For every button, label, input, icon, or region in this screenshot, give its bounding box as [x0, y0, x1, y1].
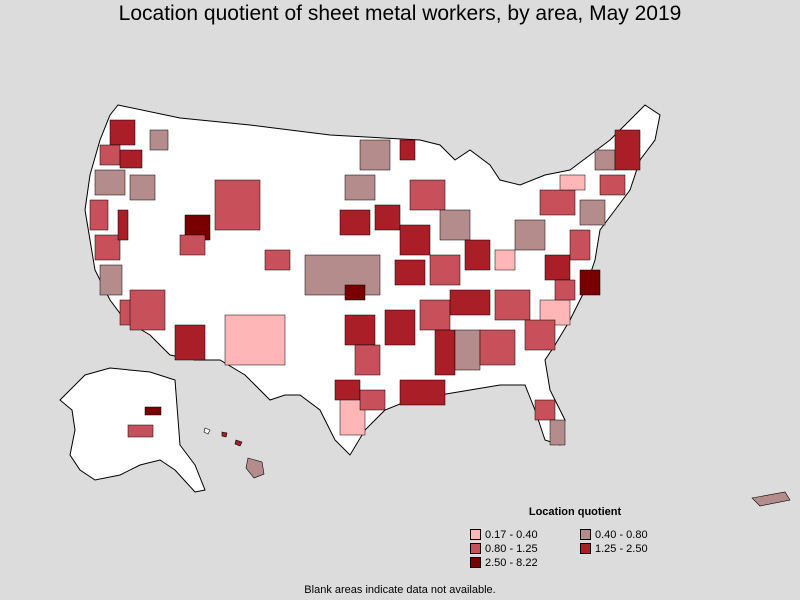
- puerto-rico-outline: [751, 491, 791, 507]
- legend-title: Location quotient: [528, 506, 622, 518]
- legend-item-1: 0.40 - 0.80: [580, 528, 680, 541]
- legend-swatch: [580, 529, 591, 540]
- legend: Location quotient 0.17 - 0.40 0.40 - 0.8…: [470, 506, 680, 569]
- area-regions: [89, 119, 641, 446]
- footnote: Blank areas indicate data not available.: [304, 584, 496, 596]
- legend-swatch: [470, 529, 481, 540]
- legend-label: 0.40 - 0.80: [595, 528, 648, 541]
- legend-label: 1.25 - 2.50: [595, 542, 648, 555]
- legend-swatch: [470, 543, 481, 554]
- legend-item-0: 0.17 - 0.40: [470, 528, 580, 541]
- legend-label: 0.17 - 0.40: [485, 528, 538, 541]
- legend-item-3: 1.25 - 2.50: [580, 542, 680, 555]
- legend-item-4: 2.50 - 8.22: [470, 556, 580, 569]
- hawaii-islands: [203, 427, 265, 479]
- map-title: Location quotient of sheet metal workers…: [118, 2, 682, 25]
- legend-label: 2.50 - 8.22: [485, 556, 538, 569]
- legend-swatch: [470, 557, 481, 568]
- legend-swatch: [580, 543, 591, 554]
- legend-label: 0.80 - 1.25: [485, 542, 538, 555]
- legend-item-2: 0.80 - 1.25: [470, 542, 580, 555]
